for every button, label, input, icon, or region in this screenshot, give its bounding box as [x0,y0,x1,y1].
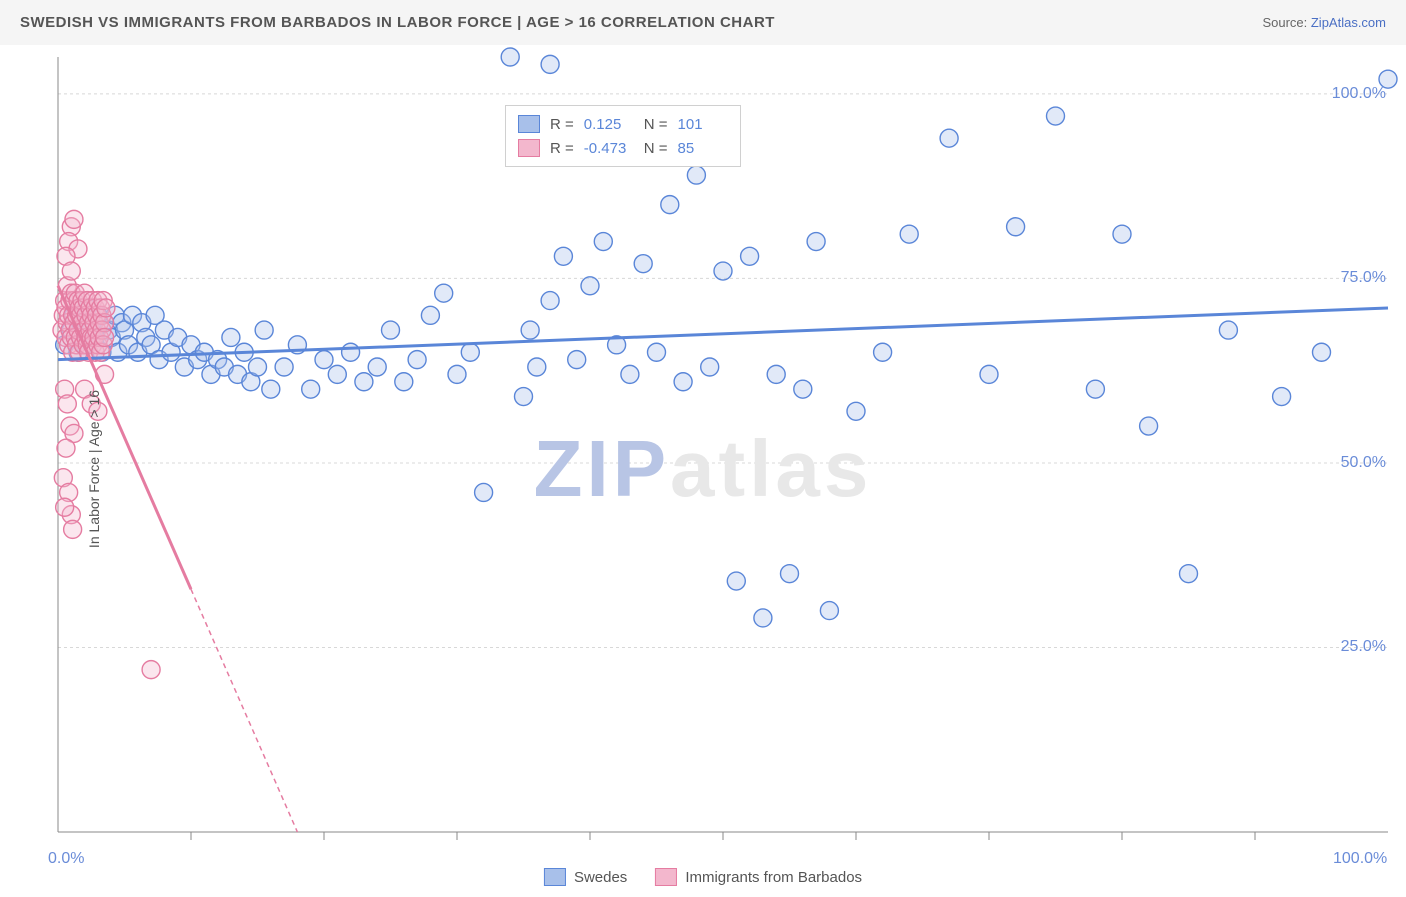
header-bar: SWEDISH VS IMMIGRANTS FROM BARBADOS IN L… [0,0,1406,45]
stat-n-label: N = [644,140,668,157]
stat-n-value: 85 [678,140,728,157]
y-tick-label: 50.0% [1341,454,1386,472]
series-legend: Swedes Immigrants from Barbados [544,868,862,886]
stat-r-label: R = [550,140,574,157]
stat-r-value: -0.473 [584,140,634,157]
legend-item: Immigrants from Barbados [655,868,862,886]
y-tick-label: 100.0% [1332,85,1386,103]
stat-row: R = -0.473 N = 85 [518,136,728,160]
source-prefix: Source: [1262,15,1310,30]
legend-swatch [544,868,566,886]
legend-label: Swedes [574,869,627,886]
stat-n-value: 101 [678,116,728,133]
y-tick-label: 75.0% [1341,269,1386,287]
chart-title: SWEDISH VS IMMIGRANTS FROM BARBADOS IN L… [20,14,775,31]
legend-swatch [518,139,540,157]
x-tick-label-max: 100.0% [1333,850,1387,868]
scatter-chart [0,45,1406,892]
y-tick-label: 25.0% [1341,638,1386,656]
y-axis-label: In Labor Force | Age > 16 [86,389,102,547]
legend-swatch [655,868,677,886]
legend-label: Immigrants from Barbados [685,869,862,886]
legend-item: Swedes [544,868,627,886]
x-tick-label-min: 0.0% [48,850,84,868]
source-link[interactable]: ZipAtlas.com [1311,15,1386,30]
stat-row: R = 0.125 N = 101 [518,112,728,136]
chart-area: In Labor Force | Age > 16 ZIPatlas 25.0%… [0,45,1406,892]
stat-r-label: R = [550,116,574,133]
stat-r-value: 0.125 [584,116,634,133]
stat-n-label: N = [644,116,668,133]
source-attribution: Source: ZipAtlas.com [1262,15,1386,30]
legend-swatch [518,115,540,133]
correlation-stat-box: R = 0.125 N = 101 R = -0.473 N = 85 [505,105,741,167]
